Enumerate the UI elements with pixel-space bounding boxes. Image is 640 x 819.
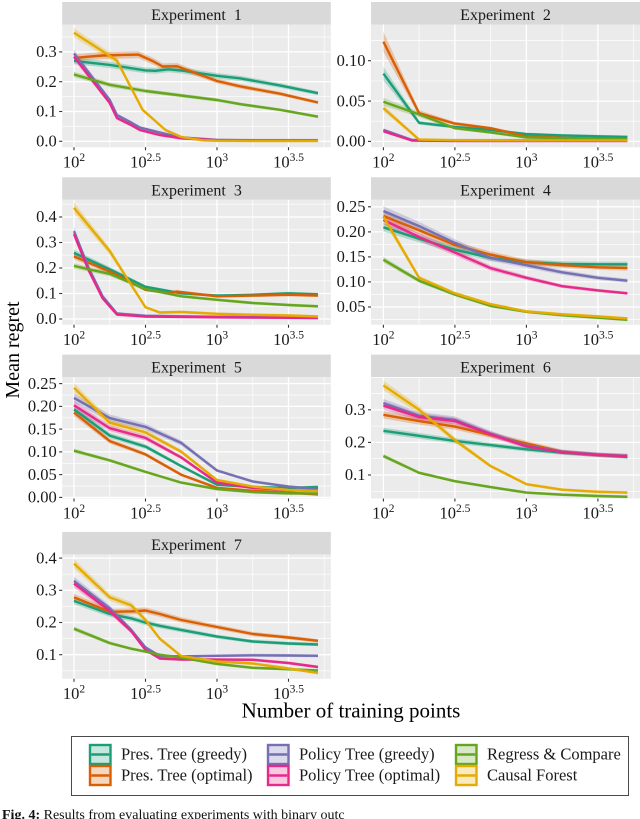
svg-text:0.20: 0.20: [337, 222, 366, 241]
svg-text:Experiment 4: Experiment 4: [460, 182, 551, 199]
svg-text:0.15: 0.15: [337, 247, 366, 266]
svg-text:0.1: 0.1: [36, 102, 57, 121]
svg-text:0.15: 0.15: [28, 419, 57, 438]
svg-text:0.10: 0.10: [337, 51, 366, 70]
svg-text:0.4: 0.4: [36, 207, 57, 226]
svg-text:0.05: 0.05: [28, 465, 57, 484]
svg-text:0.1: 0.1: [36, 284, 57, 303]
svg-text:Experiment 3: Experiment 3: [151, 182, 242, 199]
svg-text:0.1: 0.1: [36, 645, 57, 664]
svg-text:0.05: 0.05: [337, 297, 366, 316]
svg-text:Experiment 1: Experiment 1: [151, 7, 242, 24]
svg-text:0.05: 0.05: [337, 91, 366, 110]
svg-text:0.0: 0.0: [36, 309, 57, 328]
svg-text:Experiment 6: Experiment 6: [460, 360, 551, 377]
svg-text:Experiment 5: Experiment 5: [151, 360, 242, 377]
svg-text:Experiment 7: Experiment 7: [151, 537, 242, 554]
svg-text:Policy Tree (optimal): Policy Tree (optimal): [299, 766, 440, 785]
svg-text:0.25: 0.25: [28, 374, 57, 393]
svg-text:0.20: 0.20: [28, 397, 57, 416]
svg-text:Causal Forest: Causal Forest: [487, 766, 578, 785]
svg-text:0.3: 0.3: [36, 581, 57, 600]
svg-text:0.25: 0.25: [337, 197, 366, 216]
svg-text:Policy Tree (greedy): Policy Tree (greedy): [299, 745, 435, 764]
svg-text:103.5: 103.5: [273, 329, 304, 349]
svg-text:0.10: 0.10: [28, 442, 57, 461]
svg-text:0.10: 0.10: [337, 272, 366, 291]
svg-text:Fig. 4: Results from evaluatin: Fig. 4: Results from evaluating experime…: [2, 808, 345, 819]
svg-text:Regress & Compare: Regress & Compare: [487, 745, 621, 764]
svg-text:0.00: 0.00: [28, 488, 57, 507]
svg-text:0.2: 0.2: [36, 72, 57, 91]
svg-text:Mean regret: Mean regret: [2, 301, 24, 399]
svg-text:0.2: 0.2: [36, 613, 57, 632]
svg-text:Pres. Tree (greedy): Pres. Tree (greedy): [121, 745, 247, 764]
svg-text:0.0: 0.0: [36, 132, 57, 151]
svg-text:0.2: 0.2: [36, 258, 57, 277]
svg-text:0.4: 0.4: [36, 548, 57, 567]
svg-text:0.00: 0.00: [337, 132, 366, 151]
svg-text:Experiment 2: Experiment 2: [460, 7, 551, 24]
svg-text:0.3: 0.3: [345, 400, 366, 419]
svg-text:0.1: 0.1: [345, 465, 366, 484]
svg-text:0.2: 0.2: [345, 433, 366, 452]
svg-text:Pres. Tree (optimal): Pres. Tree (optimal): [121, 766, 253, 785]
svg-text:Number of training points: Number of training points: [242, 699, 461, 723]
svg-text:0.3: 0.3: [36, 233, 57, 252]
svg-text:0.3: 0.3: [36, 42, 57, 61]
